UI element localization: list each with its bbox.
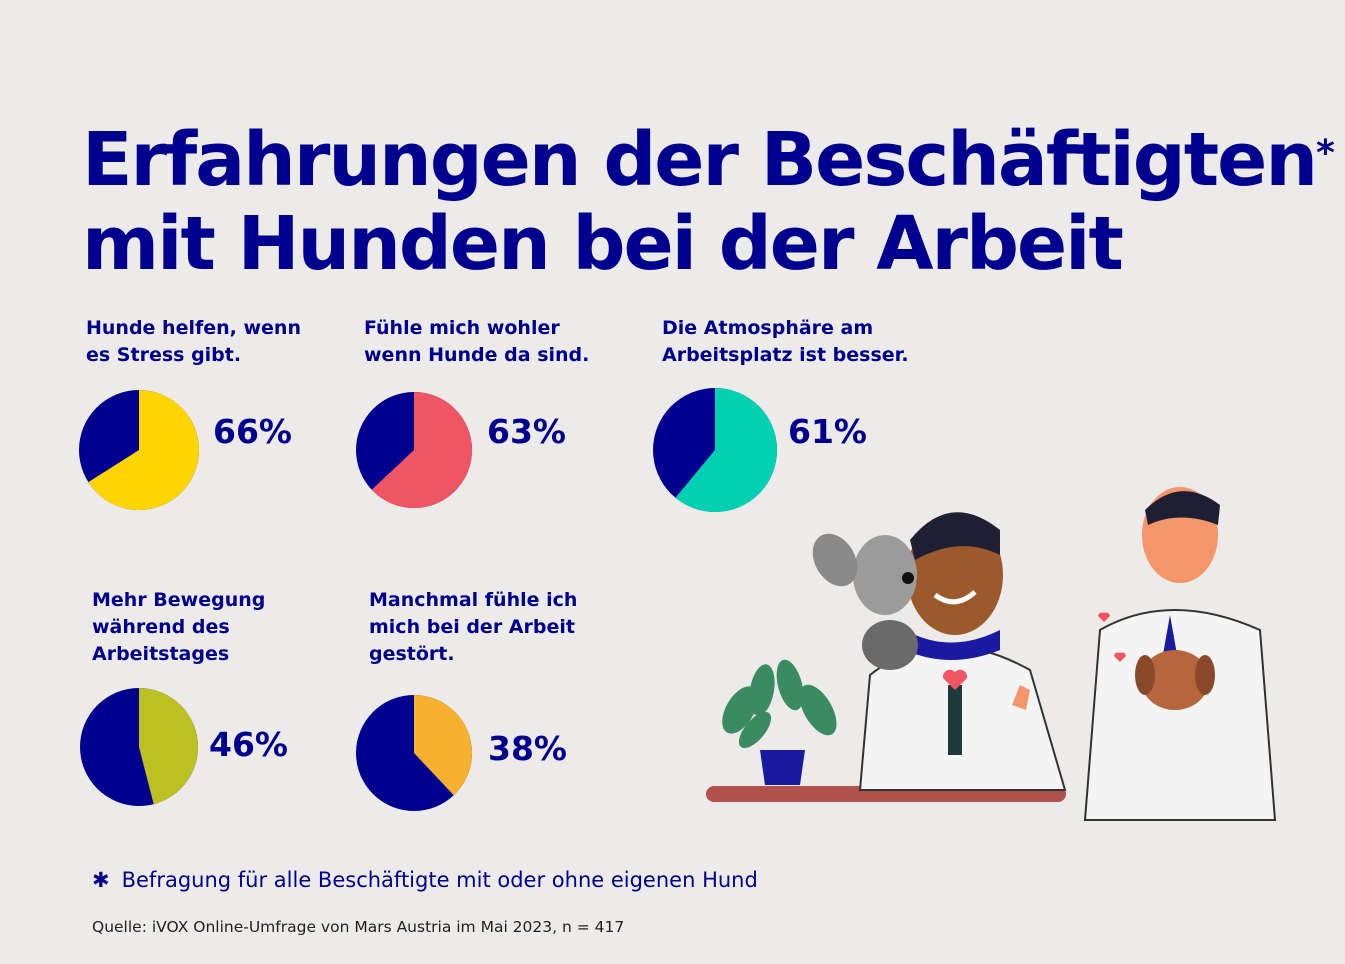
pie-label-1: Fühle mich wohler wenn Hunde da sind. xyxy=(364,317,590,366)
pie-value-1: 63% xyxy=(487,412,566,451)
pie-0-value-slice xyxy=(88,390,200,511)
pie-label-3: Mehr Bewegung während des Arbeitstages xyxy=(92,589,266,665)
title-asterisk: * xyxy=(1316,133,1335,174)
illustration-people-with-dogs xyxy=(706,487,1277,821)
pie-4-value-slice xyxy=(414,695,473,796)
pie-value-0: 66% xyxy=(213,412,292,451)
man-with-puppy xyxy=(1012,487,1277,821)
source-note: Quelle: iVOX Online-Umfrage von Mars Aus… xyxy=(92,918,625,936)
page-title: Erfahrungen der Beschäftigten* mit Hunden… xyxy=(82,117,1335,287)
pie-3-value-slice xyxy=(139,688,198,805)
pie-value-4: 38% xyxy=(488,729,567,768)
pie-label-4: Manchmal fühle ich mich bei der Arbeit g… xyxy=(369,589,578,665)
pie-value-2: 61% xyxy=(788,412,867,451)
asterisk-icon: ✱ xyxy=(92,868,110,892)
pie-2-value-slice xyxy=(675,388,778,512)
pie-value-3: 46% xyxy=(209,725,288,764)
footnote: ✱ Befragung für alle Beschäftigte mit ode… xyxy=(92,868,758,892)
man-with-dog xyxy=(812,512,1067,791)
pie-label-0: Hunde helfen, wenn es Stress gibt. xyxy=(86,317,301,366)
pie-1-value-slice xyxy=(371,392,473,508)
plant-illustration xyxy=(722,659,837,785)
pie-label-2: Die Atmosphäre am Arbeitsplatz ist besse… xyxy=(662,317,909,366)
